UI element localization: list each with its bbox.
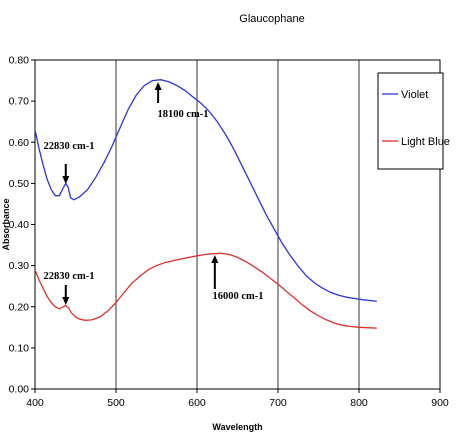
legend-label: Light Blue: [401, 136, 450, 148]
annotation-arrow-head: [62, 176, 70, 184]
x-tick-label: 700: [269, 397, 287, 409]
y-tick-label: 0.80: [9, 55, 30, 67]
x-axis-label: Wavelength: [212, 422, 262, 432]
legend: Violet Light Blue: [377, 72, 450, 170]
series-line-violet: [34, 79, 377, 303]
peak-annotations: 22830 cm-1 18100 cm-1 22830 cm-1 16000 cm-1: [43, 82, 264, 305]
y-tick-label: 0.20: [9, 301, 30, 313]
annotation-arrow-head: [154, 82, 162, 90]
annotation-label: 22830 cm-1: [43, 141, 94, 152]
series-line-light-blue: [34, 252, 377, 329]
series-lines: [34, 79, 377, 329]
y-tick-label: 0.10: [9, 342, 30, 354]
annotation-label: 18100 cm-1: [157, 109, 208, 120]
y-axis: 0.00 0.10 0.20 0.30 0.40 0.50 0.60 0.70 0.80: [9, 55, 35, 396]
legend-label: Violet: [401, 89, 428, 101]
x-axis: 400 500 600 700 800 900: [26, 389, 449, 409]
y-tick-label: 0.60: [9, 137, 30, 149]
x-tick-label: 500: [107, 397, 125, 409]
y-tick-label: 0.40: [9, 219, 30, 231]
annotation-arrow-head: [62, 297, 70, 305]
y-tick-label: 0.50: [9, 178, 30, 190]
chart-title: Glaucophane: [239, 13, 304, 25]
annotation-arrow-head: [211, 255, 219, 263]
y-tick-label: 0.00: [9, 384, 30, 396]
legend-box: [377, 72, 444, 170]
y-tick-label: 0.70: [9, 96, 30, 108]
x-tick-label: 600: [188, 397, 206, 409]
x-tick-label: 900: [431, 397, 449, 409]
y-axis-label: Absorbance: [1, 198, 11, 250]
y-tick-label: 0.30: [9, 260, 30, 272]
annotation-label: 22830 cm-1: [43, 271, 94, 282]
x-tick-label: 800: [350, 397, 368, 409]
x-tick-label: 400: [26, 397, 44, 409]
annotation-label: 16000 cm-1: [212, 291, 263, 302]
grid: [115, 60, 360, 389]
